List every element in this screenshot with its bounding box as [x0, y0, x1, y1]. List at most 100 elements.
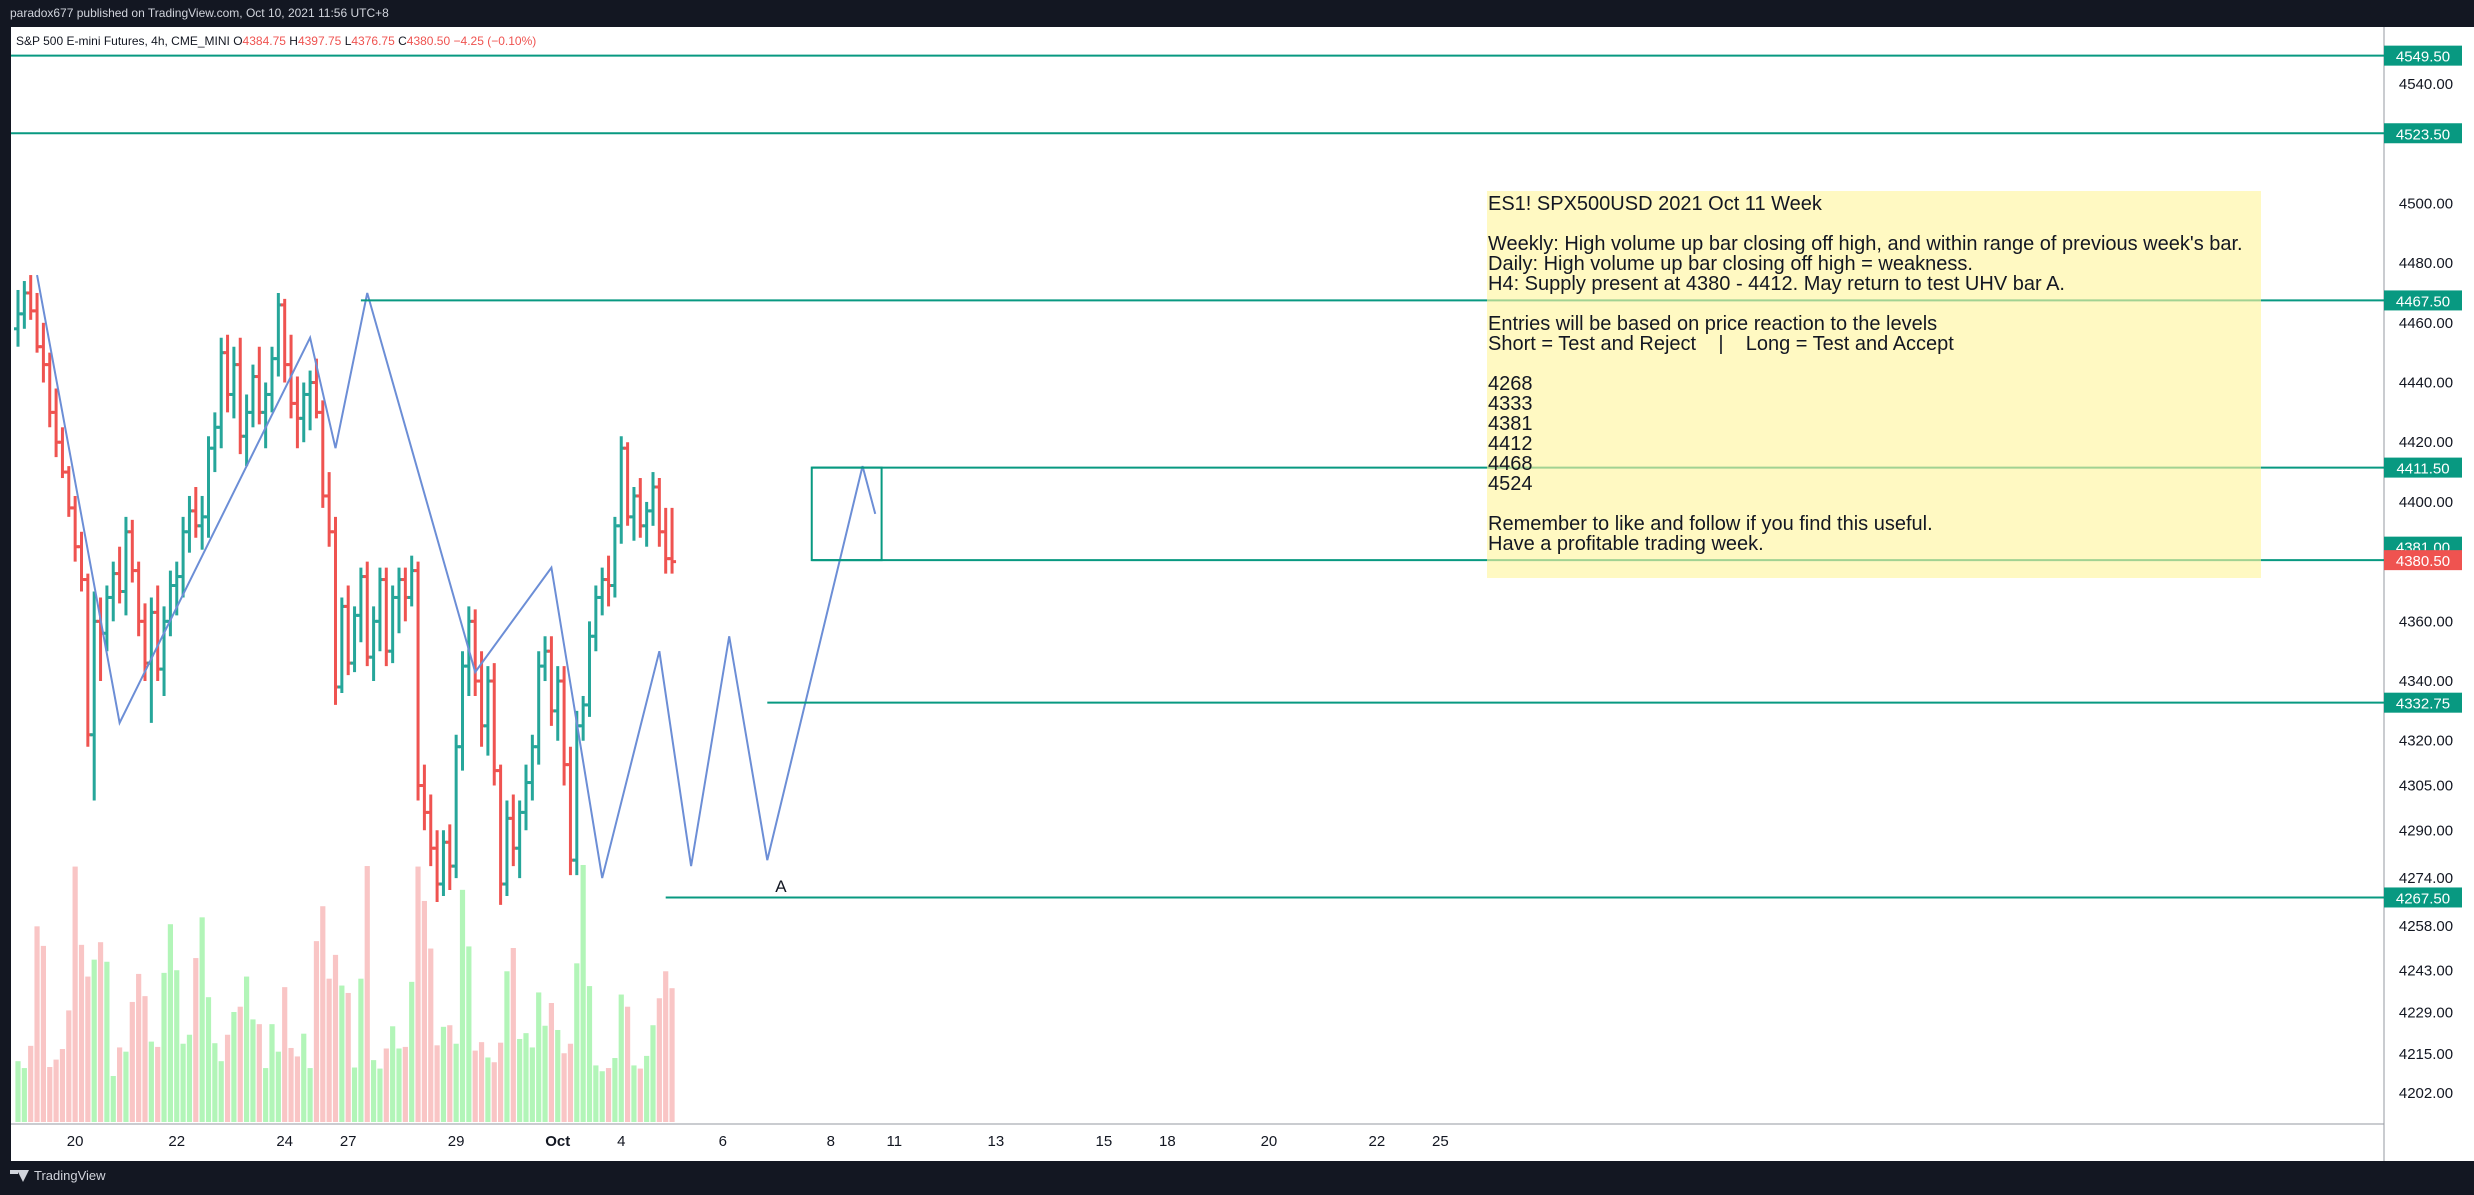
ohlc-bar	[553, 666, 562, 741]
ohlc-bar	[299, 382, 308, 443]
time-tick-label: 22	[1369, 1133, 1386, 1150]
footer-brand[interactable]: TradingView	[10, 1168, 106, 1183]
volume-bar	[485, 1057, 491, 1122]
volume-bar	[396, 1048, 402, 1122]
volume-bar	[72, 866, 78, 1122]
time-tick-label: 20	[67, 1133, 84, 1150]
volume-bar	[523, 1033, 529, 1122]
ohlc-bar	[649, 472, 657, 526]
volume-bar	[447, 1025, 453, 1122]
volume-bar	[504, 971, 510, 1122]
volume-bar	[320, 906, 326, 1122]
low-value: 4376.75	[351, 34, 395, 48]
note-line: Weekly: High volume up bar closing off h…	[1488, 233, 2243, 255]
level-price-badge	[2384, 45, 2462, 66]
ohlc-bar	[185, 495, 194, 553]
time-tick-label: 4	[617, 1133, 625, 1150]
note-line: Have a profitable trading week.	[1488, 533, 1764, 555]
time-tick-label: 27	[340, 1133, 357, 1150]
volume-bar	[618, 994, 624, 1122]
volume-bar	[40, 945, 46, 1122]
volume-bar	[288, 1047, 294, 1122]
ohlc-bar	[522, 764, 530, 831]
volume-bar	[612, 1058, 618, 1122]
volume-bar	[371, 1060, 377, 1122]
ohlc-bar	[401, 567, 410, 622]
price-tick-label: 4460.00	[2399, 315, 2453, 332]
volume-bar	[28, 1045, 34, 1122]
ohlc-bar	[369, 606, 378, 682]
volume-bar	[478, 1042, 485, 1122]
ohlc-bar	[293, 376, 302, 449]
ohlc-bar	[77, 531, 86, 592]
ohlc-bar	[636, 478, 645, 538]
low-label: L	[344, 34, 352, 48]
ohlc-bar	[414, 561, 423, 801]
volume-bar	[364, 866, 370, 1122]
note-line: 4268	[1488, 373, 1533, 395]
note-line: ES1! SPX500USD 2021 Oct 11 Week	[1488, 193, 1822, 215]
volume-bar	[282, 987, 288, 1122]
volume-bar	[345, 992, 351, 1122]
ohlc-bar	[471, 609, 480, 696]
ohlc-bar	[445, 824, 454, 891]
time-tick-label: 18	[1159, 1133, 1176, 1150]
volume-bar	[390, 1026, 396, 1122]
volume-bar	[256, 1024, 262, 1122]
volume-bar	[402, 1046, 408, 1122]
level-price-label: 4267.50	[2396, 890, 2450, 907]
close-label: C	[398, 34, 407, 48]
volume-bar	[663, 971, 669, 1122]
note-line: 4333	[1488, 393, 1533, 415]
level-price-badge	[2384, 123, 2462, 144]
ohlc-bar	[591, 585, 600, 652]
volume-bar	[224, 1034, 231, 1122]
ohlc-bar	[14, 289, 22, 347]
last-price-label: 4380.50	[2396, 553, 2450, 570]
note-line: 4468	[1488, 453, 1533, 475]
note-line: 4381	[1488, 413, 1533, 435]
ohlc-bar	[407, 555, 416, 607]
volume-bar	[555, 1029, 561, 1122]
volume-bar	[263, 1068, 269, 1122]
volume-bar	[250, 1019, 256, 1122]
price-tick-label: 4305.00	[2399, 778, 2453, 795]
ohlc-bar	[83, 573, 92, 747]
volume-bar	[536, 992, 542, 1122]
volume-bar	[167, 924, 173, 1122]
volume-bar	[377, 1068, 383, 1122]
note-line	[1488, 354, 2261, 374]
volume-bar	[644, 1055, 650, 1122]
supply-zone-box[interactable]	[810, 466, 883, 562]
note-line: Short = Test and Reject | Long = Test an…	[1488, 333, 1954, 355]
ohlc-bar	[356, 567, 365, 643]
price-tick-label: 4540.00	[2399, 76, 2453, 93]
change-value: −4.25 (−0.10%)	[453, 34, 537, 48]
note-line	[1488, 494, 2261, 514]
ohlc-bar	[191, 487, 200, 538]
ohlc-bar	[179, 516, 188, 598]
volume-bar	[466, 946, 472, 1122]
price-tick-label: 4400.00	[2399, 494, 2453, 511]
ohlc-bar	[642, 501, 651, 547]
price-tick-label: 4243.00	[2399, 963, 2453, 980]
brand-text: TradingView	[34, 1168, 106, 1183]
ohlc-bar	[268, 346, 276, 413]
analysis-note[interactable]: ES1! SPX500USD 2021 Oct 11 Week Weekly: H…	[1487, 191, 2261, 578]
volume-bar	[428, 948, 434, 1122]
volume-bar	[15, 1061, 21, 1122]
open-value: 4384.75	[242, 34, 286, 48]
ohlc-bar	[502, 800, 511, 896]
ohlc-bar	[528, 734, 537, 801]
level-price-label: 4411.50	[2396, 461, 2449, 478]
volume-bar	[244, 976, 250, 1122]
price-tick-label: 4258.00	[2399, 918, 2453, 935]
volume-bar	[53, 1059, 59, 1122]
symbol-title: S&P 500 E-mini Futures, 4h, CME_MINI	[16, 34, 230, 48]
ohlc-bar	[33, 292, 42, 353]
ohlc-bar	[331, 516, 340, 705]
volume-bar	[313, 941, 320, 1122]
volume-bar	[434, 1045, 440, 1122]
time-tick-label: 6	[719, 1133, 727, 1150]
